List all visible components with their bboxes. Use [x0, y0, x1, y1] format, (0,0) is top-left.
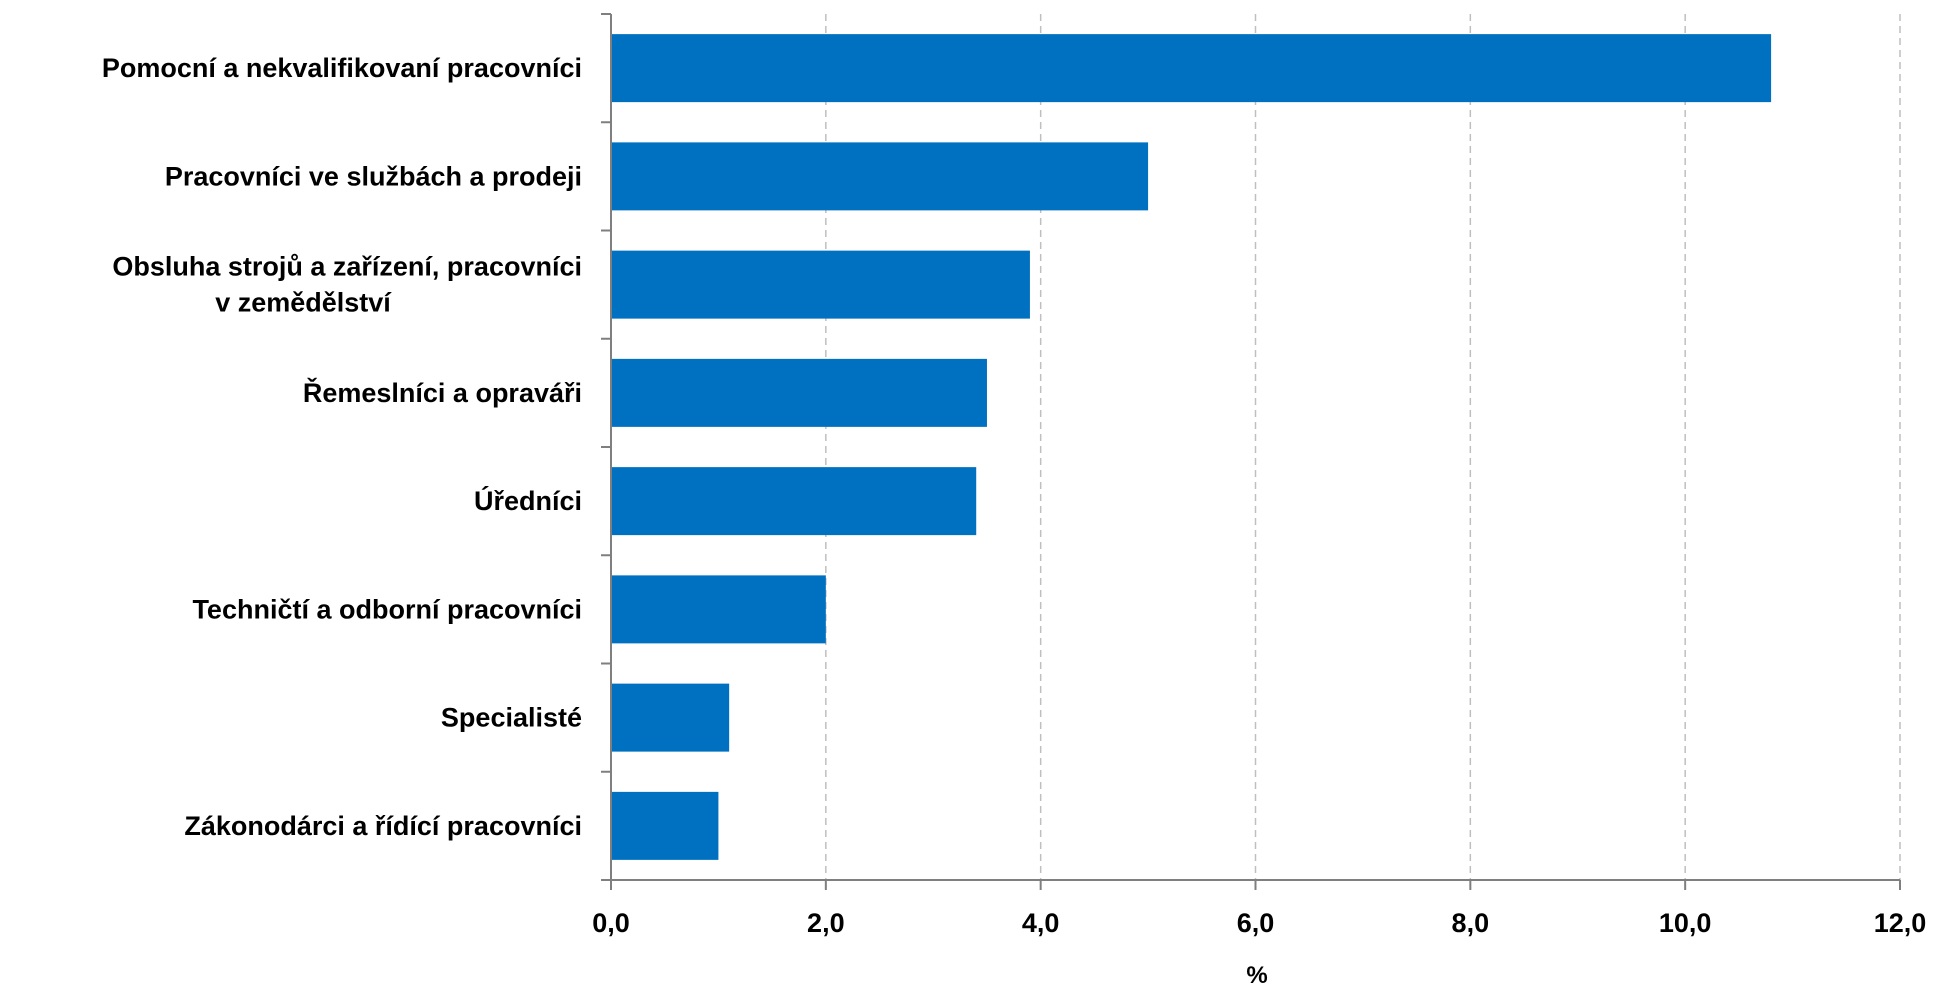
x-tick-label: 6,0 — [1237, 908, 1275, 938]
x-tick-label: 12,0 — [1874, 908, 1927, 938]
bar — [611, 575, 826, 644]
bars — [611, 34, 1772, 860]
x-tick-label: 2,0 — [807, 908, 845, 938]
category-labels: Pomocní a nekvalifikovaní pracovníci Prac… — [102, 53, 582, 841]
category-label-line: v zemědělství — [215, 288, 392, 318]
x-axis-title: % — [1246, 962, 1267, 984]
x-tick-labels: 0,0 2,0 4,0 6,0 8,0 10,0 12,0 — [592, 908, 1926, 938]
category-label: Pracovníci ve službách a prodeji — [165, 161, 582, 191]
category-label: Pomocní a nekvalifikovaní pracovníci — [102, 53, 582, 83]
bar — [611, 467, 977, 536]
bar — [611, 34, 1772, 103]
category-label: Úředníci — [474, 485, 582, 516]
bar — [611, 250, 1030, 319]
axes — [601, 13, 1901, 890]
x-tick-label: 0,0 — [592, 908, 630, 938]
bar — [611, 791, 719, 860]
category-label: Obsluha strojů a zařízení, pracovníci v z… — [112, 252, 582, 318]
x-tick-label: 8,0 — [1452, 908, 1490, 938]
category-label-line: Obsluha strojů a zařízení, pracovníci — [112, 252, 582, 282]
category-label: Řemeslníci a opraváři — [303, 377, 582, 408]
x-tick-label: 4,0 — [1022, 908, 1060, 938]
x-tick-label: 10,0 — [1659, 908, 1712, 938]
category-label: Techničtí a odborní pracovníci — [192, 594, 582, 624]
category-label: Zákonodárci a řídící pracovníci — [184, 811, 582, 841]
category-label: Specialisté — [441, 703, 582, 733]
bar — [611, 683, 730, 752]
bar — [611, 358, 987, 427]
bar — [611, 142, 1149, 211]
